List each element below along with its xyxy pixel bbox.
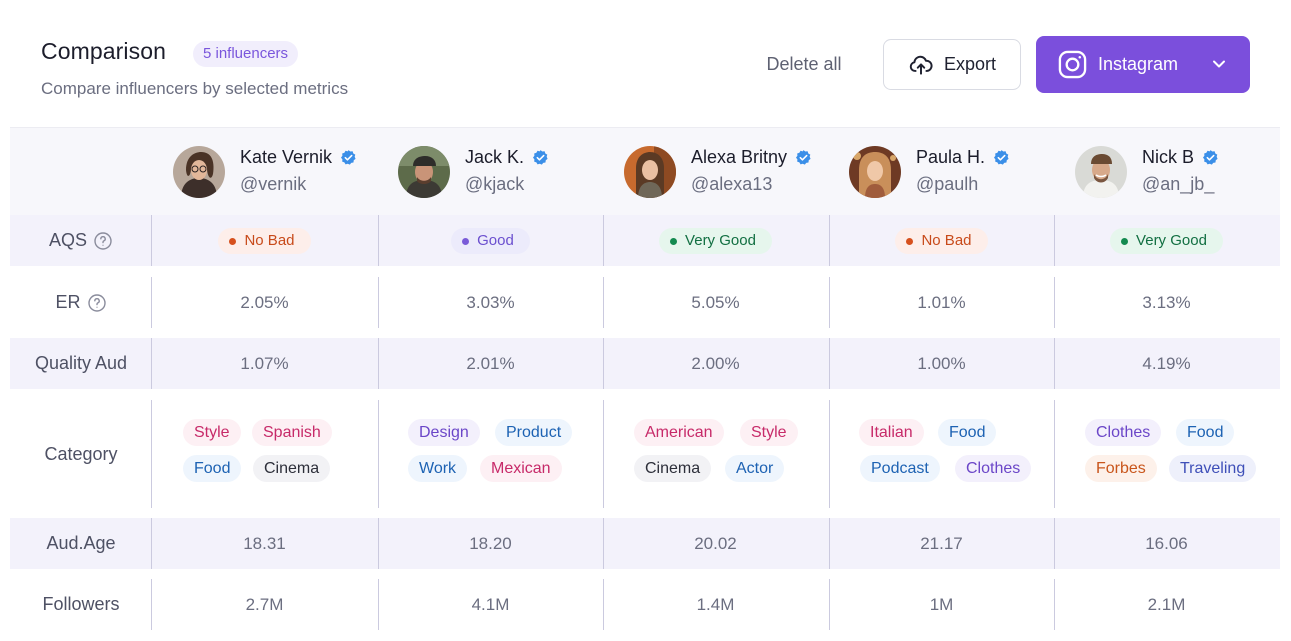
metric-value: 1.4M xyxy=(696,594,735,614)
category-tag: Clothes xyxy=(955,455,1032,482)
export-button[interactable]: Export xyxy=(883,39,1021,90)
row-label: Followers xyxy=(42,594,120,614)
category-tag: Actor xyxy=(725,455,785,482)
metric-value: 3.03% xyxy=(466,292,515,312)
avatar xyxy=(849,146,901,198)
metric-value: 1.07% xyxy=(240,353,289,373)
row-label: ER xyxy=(55,292,81,312)
row-label: Aud.Age xyxy=(46,533,116,553)
metric-value: 3.13% xyxy=(1142,292,1191,312)
metric-value: 4.19% xyxy=(1142,353,1191,373)
metric-value: 4.1M xyxy=(471,594,510,614)
influencer-name: Paula H. xyxy=(916,147,986,167)
verified-badge-icon xyxy=(994,150,1009,165)
row-label: Category xyxy=(44,443,118,464)
page-subtitle: Compare influencers by selected metrics xyxy=(41,79,349,98)
help-circle-icon[interactable] xyxy=(87,293,107,313)
status-badge: Good xyxy=(451,227,530,254)
category-tag: Food xyxy=(938,419,997,446)
export-label: Export xyxy=(943,54,997,74)
avatar xyxy=(173,146,225,198)
aqs-row: AQS No Bad Good Very Good No Bad Very Go… xyxy=(10,215,1280,266)
row-label: Quality Aud xyxy=(34,353,128,373)
influencer-name: Alexa Britny xyxy=(691,147,788,167)
page-title: Comparison xyxy=(41,38,166,64)
category-tag: Product xyxy=(495,419,573,446)
category-tag: Design xyxy=(408,419,480,446)
verified-badge-icon xyxy=(341,150,356,165)
status-badge: Very Good xyxy=(1110,227,1223,254)
aud-age-row: Aud.Age 18.31 18.20 20.02 21.17 16.06 xyxy=(10,518,1280,569)
category-tags: Clothes Food Forbes Traveling xyxy=(1054,400,1279,508)
metric-value: 21.17 xyxy=(920,533,963,553)
metric-value: 16.06 xyxy=(1145,533,1188,553)
instagram-icon xyxy=(1058,50,1087,79)
verified-badge-icon xyxy=(533,150,548,165)
influencer-header-row: Kate Vernik @vernik Jack K. xyxy=(10,128,1280,215)
metric-value: 5.05% xyxy=(691,292,740,312)
metric-value: 18.20 xyxy=(469,533,512,553)
influencer-handle: @an_jb_ xyxy=(1142,174,1215,194)
category-tag: Spanish xyxy=(252,419,332,446)
category-tags: Design Product Work Mexican xyxy=(378,400,603,508)
metric-value: 1.00% xyxy=(917,353,966,373)
category-tag: Style xyxy=(740,419,798,446)
status-badge: Very Good xyxy=(659,227,772,254)
avatar xyxy=(398,146,450,198)
metric-value: 2.1M xyxy=(1147,594,1186,614)
verified-badge-icon xyxy=(796,150,811,165)
delete-all-button[interactable]: Delete all xyxy=(766,54,842,74)
followers-row: Followers 2.7M 4.1M 1.4M 1M 2.1M xyxy=(10,579,1280,630)
help-circle-icon[interactable] xyxy=(93,231,113,251)
upload-cloud-icon xyxy=(909,55,933,75)
metric-value: 2.7M xyxy=(245,594,284,614)
influencer-handle: @vernik xyxy=(240,174,307,194)
quality-aud-row: Quality Aud 1.07% 2.01% 2.00% 1.00% 4.19… xyxy=(10,338,1280,389)
category-row: Category Style Spanish Food Cinema Desig… xyxy=(10,400,1280,508)
category-tag: Podcast xyxy=(860,455,940,482)
category-tag: Italian xyxy=(859,419,924,446)
chevron-down-icon xyxy=(1213,60,1225,68)
metric-value: 20.02 xyxy=(694,533,737,553)
category-tag: Style xyxy=(183,419,241,446)
verified-badge-icon xyxy=(1203,150,1218,165)
row-label: AQS xyxy=(48,230,87,250)
influencer-name: Nick B xyxy=(1142,147,1195,167)
platform-select[interactable]: Instagram xyxy=(1036,36,1250,93)
influencer-count-badge: 5 influencers xyxy=(193,41,299,67)
metric-value: 2.05% xyxy=(240,292,289,312)
influencer-handle: @paulh xyxy=(916,174,979,194)
influencer-name: Kate Vernik xyxy=(240,147,333,167)
metric-value: 2.01% xyxy=(466,353,515,373)
category-tag: Mexican xyxy=(480,455,562,482)
page-header: Comparison 5 influencers Compare influen… xyxy=(0,0,1291,128)
category-tag: Work xyxy=(408,455,468,482)
category-tags: Italian Food Podcast Clothes xyxy=(829,400,1054,508)
status-badge: No Bad xyxy=(218,227,311,254)
category-tag: Food xyxy=(183,455,242,482)
avatar xyxy=(1075,146,1127,198)
status-badge: No Bad xyxy=(895,227,988,254)
category-tags: Style Spanish Food Cinema xyxy=(152,400,377,508)
metric-value: 1.01% xyxy=(917,292,966,312)
category-tag: Traveling xyxy=(1169,455,1257,482)
metric-value: 18.31 xyxy=(243,533,286,553)
category-tag: Clothes xyxy=(1085,419,1162,446)
metric-value: 2.00% xyxy=(691,353,740,373)
header-divider xyxy=(10,127,1280,128)
category-tag: Cinema xyxy=(634,455,712,482)
influencer-name: Jack K. xyxy=(465,147,525,167)
category-tag: Forbes xyxy=(1085,455,1157,482)
influencer-handle: @kjack xyxy=(465,174,525,194)
metric-value: 1M xyxy=(929,594,954,614)
influencer-handle: @alexa13 xyxy=(691,174,773,194)
avatar xyxy=(624,146,676,198)
er-row: ER 2.05% 3.03% 5.05% 1.01% 3.13% xyxy=(10,277,1280,328)
category-tag: Food xyxy=(1176,419,1235,446)
platform-label: Instagram xyxy=(1098,54,1179,74)
category-tag: Cinema xyxy=(253,455,331,482)
category-tags: American Style Cinema Actor xyxy=(603,400,828,508)
category-tag: American xyxy=(634,419,724,446)
